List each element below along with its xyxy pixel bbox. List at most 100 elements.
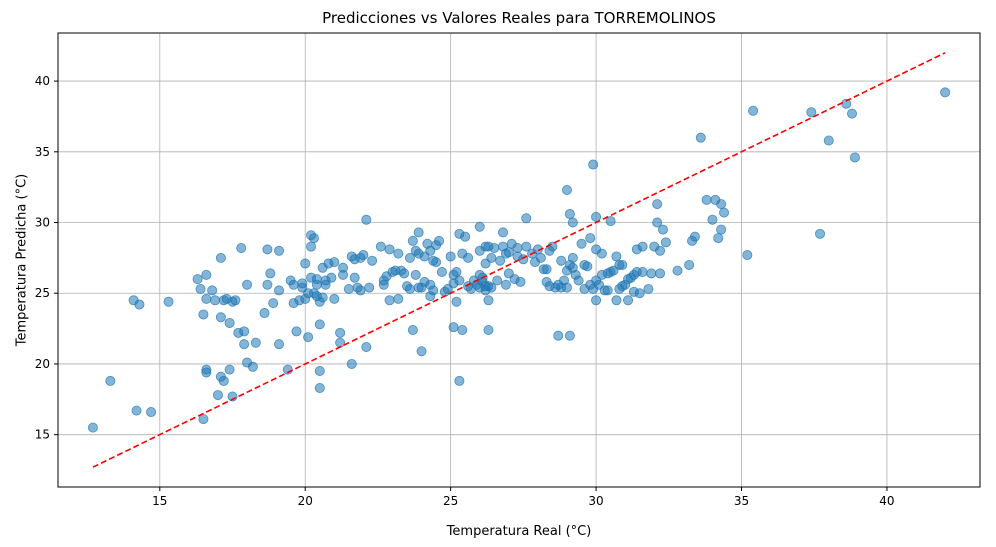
data-point xyxy=(274,339,285,350)
data-point xyxy=(463,252,474,263)
data-point xyxy=(297,278,308,289)
data-point xyxy=(239,326,250,337)
data-point xyxy=(358,250,369,261)
data-point xyxy=(314,319,325,330)
data-point xyxy=(407,325,418,336)
data-point xyxy=(541,264,552,275)
data-point xyxy=(393,293,404,304)
data-point xyxy=(748,105,759,116)
data-point xyxy=(407,235,418,246)
data-point xyxy=(288,279,299,290)
data-point xyxy=(428,285,439,296)
data-point xyxy=(207,285,218,296)
data-point xyxy=(634,288,645,299)
data-point xyxy=(201,293,212,304)
data-point xyxy=(582,261,593,272)
data-point xyxy=(564,330,575,341)
data-point xyxy=(134,299,145,310)
data-point xyxy=(434,235,445,246)
data-point xyxy=(291,326,302,337)
data-point xyxy=(413,227,424,238)
data-point xyxy=(492,275,503,286)
data-point xyxy=(349,272,360,283)
data-point xyxy=(486,282,497,293)
data-point xyxy=(215,312,226,323)
data-point xyxy=(198,309,209,320)
data-point xyxy=(588,159,599,170)
data-point xyxy=(355,285,366,296)
data-point xyxy=(611,251,622,262)
data-point xyxy=(329,257,340,268)
data-point xyxy=(695,132,706,143)
data-point xyxy=(262,244,273,255)
data-point xyxy=(399,268,410,279)
data-point xyxy=(672,265,683,276)
data-point xyxy=(474,221,485,232)
data-point xyxy=(602,285,613,296)
data-point xyxy=(192,274,203,285)
data-point xyxy=(384,244,395,255)
data-point xyxy=(742,250,753,261)
data-point xyxy=(561,184,572,195)
data-point xyxy=(146,407,157,418)
data-point xyxy=(500,279,511,290)
data-point xyxy=(637,241,648,252)
data-point xyxy=(495,255,506,266)
data-point xyxy=(384,295,395,306)
data-point xyxy=(262,279,273,290)
data-point xyxy=(716,224,727,235)
data-point xyxy=(596,248,607,259)
data-point xyxy=(367,255,378,266)
data-point xyxy=(198,414,209,425)
data-point xyxy=(375,241,386,252)
data-point xyxy=(274,245,285,256)
data-point xyxy=(224,317,235,328)
data-point xyxy=(317,292,328,303)
data-point xyxy=(489,242,500,253)
data-point xyxy=(605,216,616,227)
data-point xyxy=(131,405,142,416)
data-point xyxy=(306,241,317,252)
data-point xyxy=(689,231,700,242)
data-point xyxy=(314,382,325,393)
y-tick-label: 15 xyxy=(35,428,50,442)
data-point xyxy=(940,87,951,98)
data-point xyxy=(335,337,346,348)
data-point xyxy=(815,228,826,239)
data-point xyxy=(329,293,340,304)
x-tick-label: 15 xyxy=(152,494,167,508)
data-point xyxy=(364,282,375,293)
data-point xyxy=(655,245,666,256)
x-tick-label: 25 xyxy=(443,494,458,508)
data-point xyxy=(847,108,858,119)
grid xyxy=(58,33,980,487)
data-point xyxy=(87,422,98,433)
data-point xyxy=(515,276,526,287)
data-point xyxy=(343,283,354,294)
data-point xyxy=(623,295,634,306)
data-point xyxy=(242,279,253,290)
data-point xyxy=(457,325,468,336)
data-point xyxy=(247,361,258,372)
data-point xyxy=(250,337,261,348)
data-point xyxy=(346,358,357,369)
data-point xyxy=(849,152,860,163)
data-point xyxy=(655,268,666,279)
y-tick-label: 20 xyxy=(35,357,50,371)
data-point xyxy=(268,298,279,309)
data-point xyxy=(561,282,572,293)
data-point xyxy=(460,231,471,242)
data-point xyxy=(503,247,514,258)
data-point xyxy=(195,283,206,294)
x-axis-label: Temperatura Real (°C) xyxy=(446,524,592,539)
y-axis-label: Temperatura Predicha (°C) xyxy=(15,174,30,347)
data-point xyxy=(454,275,465,286)
data-point xyxy=(201,367,212,378)
data-point xyxy=(652,217,663,228)
x-tick-label: 20 xyxy=(298,494,313,508)
reference-line xyxy=(92,52,946,468)
reference-line-layer xyxy=(92,52,946,468)
data-point xyxy=(585,233,596,244)
